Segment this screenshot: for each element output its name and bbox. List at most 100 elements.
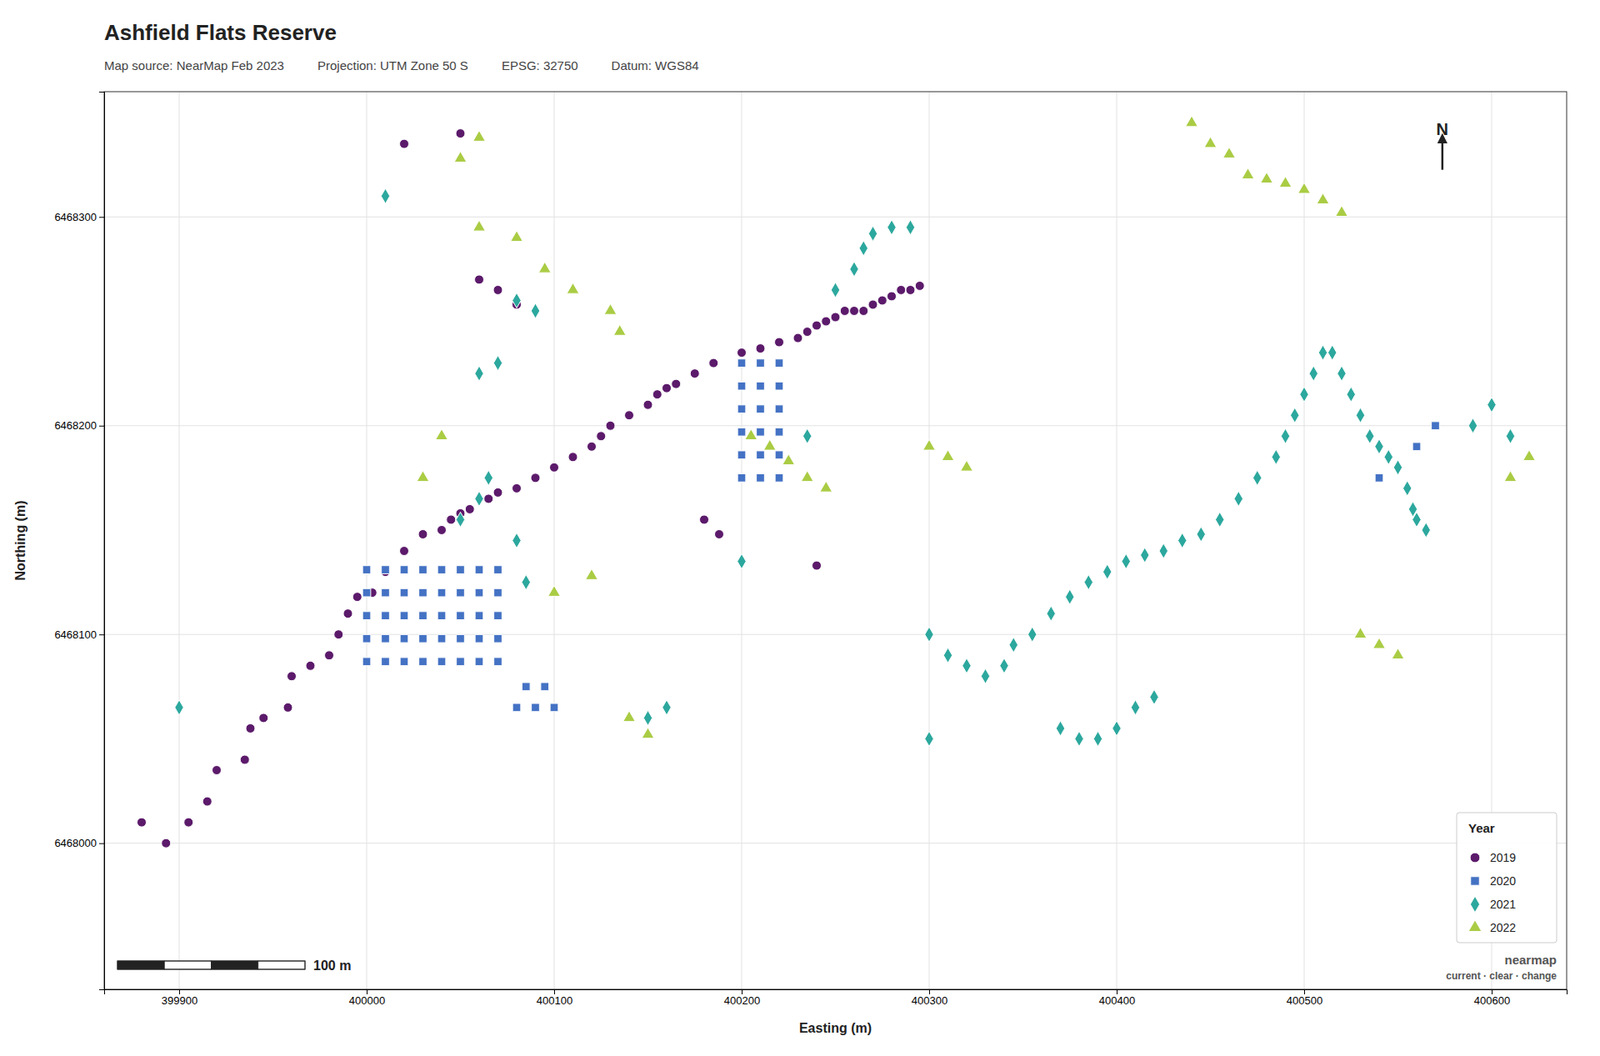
point [400, 634, 409, 643]
point [1316, 193, 1330, 205]
point [737, 450, 746, 460]
point [566, 282, 580, 294]
point [1140, 547, 1150, 563]
point [456, 611, 465, 620]
point [1159, 543, 1168, 559]
grid-line-y [104, 425, 1567, 426]
point [381, 588, 390, 597]
point [887, 291, 897, 301]
point [850, 305, 860, 315]
point [362, 611, 371, 620]
x-tick-label: 400400 [1099, 994, 1135, 1007]
point [915, 280, 925, 290]
point [775, 405, 784, 414]
y-tick-label: 6468100 [54, 628, 97, 641]
y-axis-title: Northing (m) [13, 500, 28, 581]
point [1290, 407, 1300, 423]
point [671, 379, 681, 389]
point [830, 312, 840, 322]
point [943, 647, 952, 663]
point [1093, 730, 1102, 746]
point [715, 529, 725, 539]
point [381, 611, 390, 620]
info-line: Projection: UTM Zone 50 S [317, 58, 469, 73]
point [1103, 564, 1112, 580]
point [161, 838, 171, 848]
point [352, 592, 362, 602]
point [737, 427, 746, 436]
point [362, 657, 371, 666]
legend-symbol [1470, 895, 1480, 913]
grid-line-y [104, 634, 1567, 635]
point [362, 588, 371, 597]
info-box: Map source: NearMap Feb 2023Projection: … [104, 58, 700, 73]
point [755, 344, 765, 354]
point [325, 650, 335, 660]
point [1354, 627, 1367, 639]
x-tick-label: 400200 [724, 994, 760, 1007]
point [830, 282, 840, 298]
point [259, 713, 269, 723]
point [1337, 365, 1346, 381]
point [1130, 700, 1140, 715]
point [775, 450, 784, 460]
point [1150, 689, 1159, 705]
logo: nearmapcurrent · clear · change [1445, 952, 1557, 982]
point [1279, 176, 1292, 188]
y-tick: 6468000 [54, 836, 105, 850]
point [756, 405, 765, 414]
point [437, 611, 446, 620]
logo-line: nearmap [1504, 952, 1557, 967]
point [1403, 480, 1412, 496]
point [1355, 407, 1365, 423]
point [604, 303, 617, 315]
x-tick-label: 399900 [161, 994, 198, 1007]
chart-title: Ashfield Flats Reserve [104, 20, 337, 45]
point [494, 611, 503, 620]
point [550, 462, 560, 472]
y-tick-mark [99, 425, 105, 427]
point [530, 473, 540, 483]
point [1280, 428, 1290, 444]
point [1065, 589, 1075, 605]
point [202, 796, 212, 806]
point [1384, 449, 1393, 465]
point [418, 529, 428, 539]
point [473, 220, 486, 231]
point [1431, 421, 1440, 430]
point [475, 490, 484, 506]
legend-symbol [1470, 852, 1480, 863]
point [510, 230, 524, 242]
point [737, 359, 746, 368]
point [1215, 511, 1225, 527]
point [775, 427, 784, 436]
series [175, 188, 1515, 746]
point [1421, 522, 1430, 538]
point [456, 565, 465, 575]
point [1121, 553, 1130, 569]
series [362, 359, 1440, 712]
point [512, 292, 521, 308]
x-tick: 400000 [349, 989, 385, 1007]
x-axis-title: Easting (m) [799, 1020, 872, 1035]
point [700, 515, 710, 525]
point [455, 129, 465, 139]
point [623, 710, 636, 722]
point [362, 565, 371, 575]
point [455, 511, 465, 527]
y-tick: 6468100 [54, 628, 105, 641]
x-tick: 400600 [1474, 989, 1510, 1007]
legend-title: Year [1468, 820, 1495, 835]
point [175, 700, 184, 715]
point [245, 723, 255, 733]
info-line: Datum: WGS84 [611, 58, 700, 73]
series [137, 129, 925, 849]
x-tick-label: 400300 [911, 994, 948, 1007]
point [775, 381, 784, 390]
y-axis: 6468000646810064682006468300 [54, 92, 105, 990]
y-tick-label: 6468300 [54, 210, 97, 224]
point [1487, 397, 1496, 413]
grid-line-x [1304, 91, 1305, 990]
grid-line-y [104, 842, 1567, 844]
point [1412, 511, 1421, 527]
